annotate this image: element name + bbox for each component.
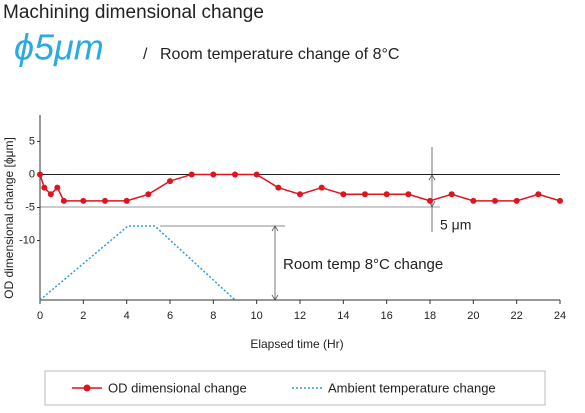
data-point <box>513 197 520 204</box>
x-tick-label: 0 <box>37 310 43 322</box>
legend-box <box>44 370 546 406</box>
data-point <box>80 197 87 204</box>
headline: ϕ5μm <box>14 27 104 68</box>
y-axis-label: OD dimensional change [ϕμm] <box>2 137 16 299</box>
y-tick-label: -10 <box>19 234 35 246</box>
data-point <box>54 184 61 191</box>
data-point <box>47 191 54 198</box>
x-tick-label: 6 <box>167 310 173 322</box>
data-point <box>492 197 498 204</box>
data-point <box>405 191 412 198</box>
x-tick-label: 18 <box>424 310 436 322</box>
x-tick-label: 24 <box>554 310 566 322</box>
data-point <box>60 197 67 204</box>
data-point <box>318 184 325 191</box>
data-point <box>253 171 260 178</box>
data-point <box>123 197 130 204</box>
data-point <box>188 171 195 178</box>
separator: / <box>143 46 148 63</box>
data-point <box>232 171 238 178</box>
data-point <box>383 191 390 198</box>
y-tick-label: 0 <box>29 168 35 180</box>
x-tick-label: 12 <box>294 310 306 322</box>
data-point <box>557 197 563 204</box>
data-line <box>39 173 561 202</box>
x-tick-label: 20 <box>467 310 479 322</box>
legend-label: OD dimensional change <box>108 380 247 395</box>
chart-title: Machining dimensional change <box>3 2 264 23</box>
x-tick-label: 14 <box>337 310 349 322</box>
data-point <box>340 191 347 198</box>
data-point <box>297 191 303 198</box>
data-line <box>39 225 236 301</box>
data-point <box>37 171 43 178</box>
data-point <box>210 171 217 178</box>
x-tick-label: 22 <box>511 310 523 322</box>
data-point <box>41 184 48 191</box>
y-tick-label: -5 <box>25 201 35 213</box>
legend-label: Ambient temperature change <box>328 380 496 395</box>
x-tick-label: 10 <box>251 310 263 322</box>
legend-swatch <box>83 384 91 392</box>
subtitle: Room temperature change of 8°C <box>160 46 399 63</box>
data-point <box>167 178 173 185</box>
data-point <box>470 197 477 204</box>
x-axis-label: Elapsed time (Hr) <box>250 337 343 351</box>
annotation: Room temp 8°C change <box>283 256 443 273</box>
x-tick-label: 2 <box>80 310 86 322</box>
data-point <box>448 191 455 198</box>
x-tick-label: 8 <box>210 310 216 322</box>
data-point <box>275 184 282 191</box>
data-point <box>535 191 542 198</box>
data-point <box>427 197 433 204</box>
annotation: 5 μm <box>440 217 471 233</box>
data-point <box>362 191 368 198</box>
x-tick-label: 16 <box>381 310 393 322</box>
x-tick-label: 4 <box>124 310 130 322</box>
y-tick-label: 5 <box>29 135 35 147</box>
data-point <box>102 197 108 204</box>
data-point <box>145 191 152 198</box>
